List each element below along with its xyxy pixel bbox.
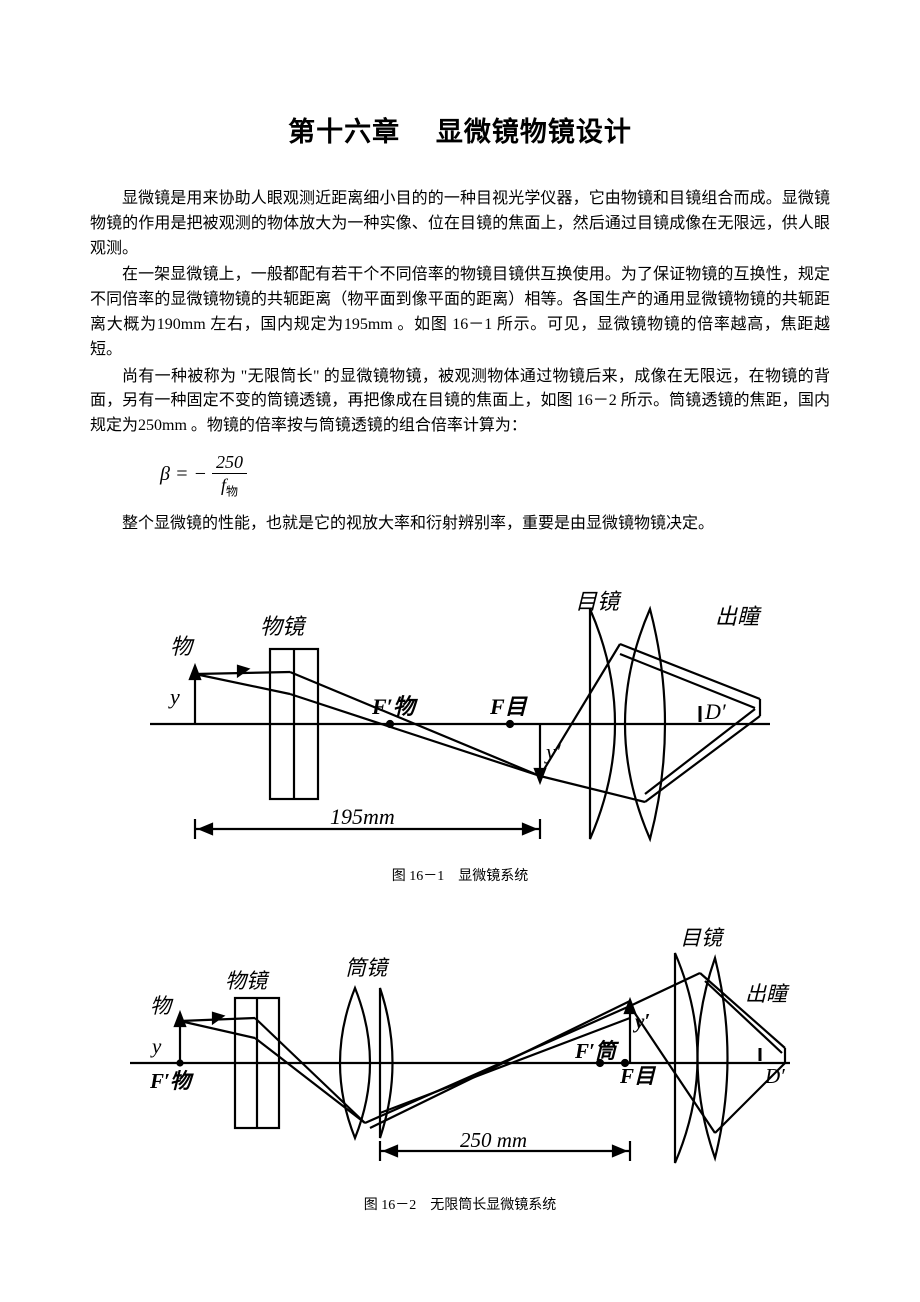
figure-16-1-caption: 图 16－1 显微镜系统 (90, 865, 830, 885)
fig1-label-Feye: F目 (489, 694, 529, 719)
fig1-label-dim: 195mm (330, 804, 395, 829)
fig2-label-Feye: F目 (619, 1064, 657, 1088)
fig2-label-tubelens: 筒镜 (345, 956, 390, 980)
fig2-label-yprime: y′ (632, 1009, 650, 1033)
formula-eq: = − (175, 463, 207, 485)
fig1-label-object: 物 (170, 634, 195, 659)
formula-denominator: f物 (212, 474, 247, 498)
fig2-label-exitpupil: 出瞳 (745, 982, 790, 1006)
fig2-label-Ftube: F′筒 (574, 1039, 620, 1063)
fig1-label-objective: 物镜 (260, 614, 307, 639)
formula-fraction: 250 f物 (212, 453, 247, 498)
page-content: 第十六章 显微镜物镜设计 显微镜是用来协助人眼观测近距离细小目的的一种目视光学仪… (0, 0, 920, 1288)
paragraph-4: 整个显微镜的性能，也就是它的视放大率和衍射辨别率，重要是由显微镜物镜决定。 (90, 512, 830, 537)
paragraph-1: 显微镜是用来协助人眼观测近距离细小目的的一种目视光学仪器，它由物镜和目镜组合而成… (90, 187, 830, 261)
fig2-label-Fobj: F′物 (149, 1069, 195, 1093)
fig2-label-objective: 物镜 (225, 969, 270, 993)
formula-f-sub: 物 (226, 485, 238, 499)
fig2-label-object: 物 (150, 994, 174, 1018)
figure-16-1-svg: 物 物镜 目镜 出瞳 y y′ F′物 F目 D′ 195mm (140, 554, 780, 854)
formula-beta: β = − 250 f物 (160, 453, 830, 498)
fig2-label-Dprime: D′ (764, 1064, 785, 1088)
fig2-label-dim: 250 mm (460, 1128, 527, 1152)
fig1-label-Dprime: D′ (704, 699, 727, 724)
figure-16-2-caption: 图 16－2 无限筒长显微镜系统 (90, 1194, 830, 1214)
formula-numerator: 250 (212, 453, 247, 474)
fig1-label-Fobj: F′物 (371, 694, 419, 719)
figure-16-2: 物 物镜 筒镜 目镜 出瞳 y y′ F′物 F′筒 F目 D′ 250 mm (90, 903, 830, 1188)
fig1-label-eyepiece: 目镜 (575, 589, 622, 614)
fig1-label-yprime: y′ (544, 739, 562, 764)
chapter-title: 第十六章 显微镜物镜设计 (90, 110, 830, 149)
paragraph-2: 在一架显微镜上，一般都配有若干个不同倍率的物镜目镜供互换使用。为了保证物镜的互换… (90, 263, 830, 362)
figure-16-2-svg: 物 物镜 筒镜 目镜 出瞳 y y′ F′物 F′筒 F目 D′ 250 mm (120, 903, 800, 1183)
figure-16-1: 物 物镜 目镜 出瞳 y y′ F′物 F目 D′ 195mm (90, 554, 830, 859)
fig1-label-exitpupil: 出瞳 (715, 604, 762, 629)
paragraph-3: 尚有一种被称为 "无限筒长" 的显微镜物镜，被观测物体通过物镜后来，成像在无限远… (90, 365, 830, 439)
fig2-label-eyepiece: 目镜 (680, 926, 725, 950)
fig1-label-y: y (168, 684, 180, 709)
formula-beta-symbol: β (160, 463, 170, 485)
fig2-label-y: y (150, 1034, 162, 1058)
